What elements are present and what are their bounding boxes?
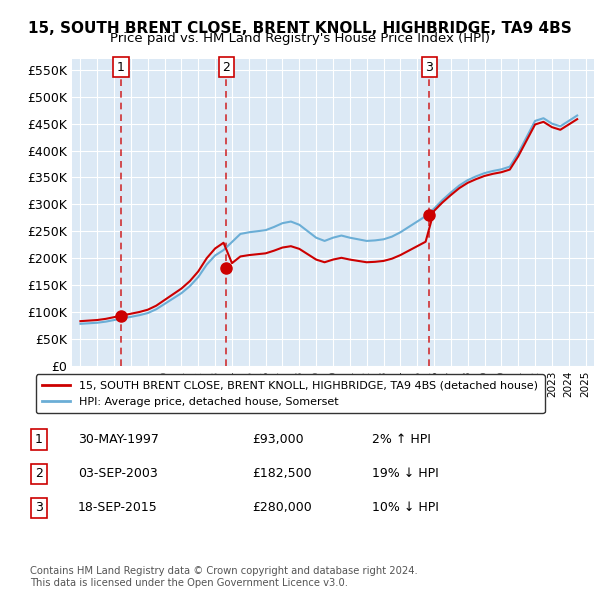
Text: 1: 1: [117, 61, 125, 74]
Text: 03-SEP-2003: 03-SEP-2003: [78, 467, 158, 480]
Text: 18-SEP-2015: 18-SEP-2015: [78, 502, 158, 514]
Text: 3: 3: [425, 61, 433, 74]
Text: 2: 2: [35, 467, 43, 480]
Text: 1: 1: [35, 433, 43, 446]
Text: 19% ↓ HPI: 19% ↓ HPI: [372, 467, 439, 480]
Text: Contains HM Land Registry data © Crown copyright and database right 2024.
This d: Contains HM Land Registry data © Crown c…: [30, 566, 418, 588]
Text: £93,000: £93,000: [252, 433, 304, 446]
Text: 2% ↑ HPI: 2% ↑ HPI: [372, 433, 431, 446]
Text: £280,000: £280,000: [252, 502, 312, 514]
Text: Price paid vs. HM Land Registry's House Price Index (HPI): Price paid vs. HM Land Registry's House …: [110, 32, 490, 45]
Text: 3: 3: [35, 502, 43, 514]
Text: 10% ↓ HPI: 10% ↓ HPI: [372, 502, 439, 514]
Text: 2: 2: [223, 61, 230, 74]
Text: 15, SOUTH BRENT CLOSE, BRENT KNOLL, HIGHBRIDGE, TA9 4BS: 15, SOUTH BRENT CLOSE, BRENT KNOLL, HIGH…: [28, 21, 572, 35]
Text: £182,500: £182,500: [252, 467, 311, 480]
Text: 30-MAY-1997: 30-MAY-1997: [78, 433, 159, 446]
Legend: 15, SOUTH BRENT CLOSE, BRENT KNOLL, HIGHBRIDGE, TA9 4BS (detached house), HPI: A: 15, SOUTH BRENT CLOSE, BRENT KNOLL, HIGH…: [35, 374, 545, 413]
